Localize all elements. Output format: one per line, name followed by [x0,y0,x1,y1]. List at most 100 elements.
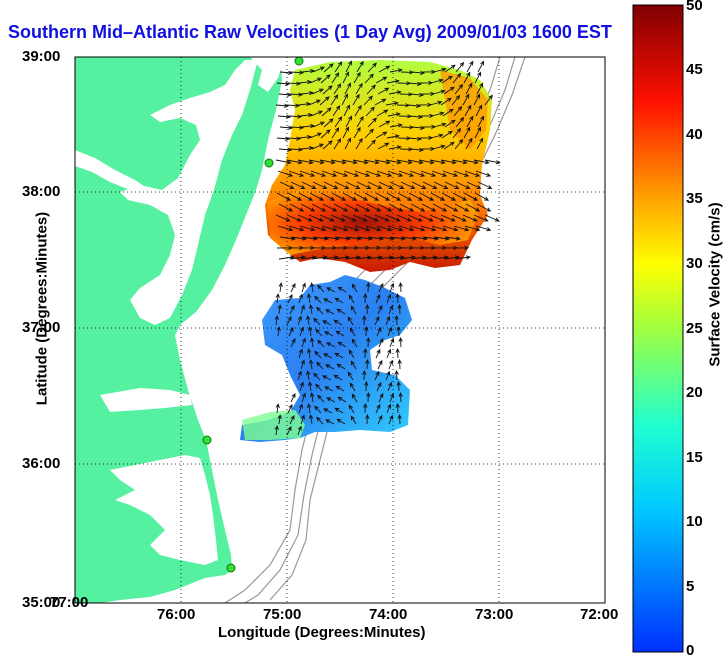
velocity-arrow [455,181,471,189]
velocity-arrow [323,118,334,128]
velocity-arrow [420,225,437,232]
velocity-arrow [366,336,371,348]
velocity-arrow [444,181,460,189]
velocity-arrow [301,181,317,189]
velocity-arrow [454,138,464,150]
velocity-arrow [474,192,490,201]
velocity-arrow [420,170,437,177]
velocity-arrow [433,181,449,189]
x-tick-1: 77:00 [50,594,89,611]
velocity-arrow [409,114,423,120]
velocity-arrow [275,293,280,304]
velocity-arrow [366,281,371,293]
y-tick-2: 38:00 [22,183,61,200]
velocity-arrow [376,109,389,117]
velocity-arrow [335,385,345,392]
velocity-arrow [278,203,294,212]
velocity-arrow [473,93,481,106]
velocity-arrow [311,203,327,212]
velocity-arrow [276,192,292,201]
velocity-arrow [422,181,438,189]
velocity-arrow [454,255,471,260]
velocity-arrow [442,108,454,117]
velocity-arrow [464,104,472,117]
velocity-arrow [385,315,391,326]
velocity-arrow [474,126,482,139]
velocity-arrow [289,147,304,152]
velocity-arrow [301,123,315,129]
velocity-arrow [323,353,333,359]
velocity-arrow [334,297,344,304]
velocity-arrow [323,63,334,73]
velocity-arrow [276,326,281,337]
velocity-arrow [347,371,354,381]
velocity-arrow [363,402,368,414]
velocity-arrow [484,159,501,165]
velocity-arrow [309,359,314,370]
cb-tick-35: 35 [686,190,703,207]
radar-sites [202,57,304,573]
velocity-arrow [466,115,474,128]
velocity-arrow [286,159,303,165]
x-tick-4: 74:00 [369,606,408,623]
x-axis-label: Longitude (Degrees:Minutes) [218,624,426,641]
velocity-arrow [443,141,455,150]
velocity-arrow [323,181,339,189]
velocity-arrow [397,413,402,425]
velocity-arrow [334,61,343,73]
velocity-arrow [345,181,361,189]
velocity-arrow [375,403,381,414]
velocity-arrow [356,181,372,189]
velocity-arrow [374,315,380,326]
cb-tick-0: 0 [686,642,695,659]
velocity-arrow [274,315,279,326]
velocity-arrow [455,61,465,73]
velocity-arrow [419,192,435,201]
velocity-arrow [389,337,395,348]
velocity-arrow [290,392,296,403]
velocity-arrow [347,316,354,326]
velocity-arrow [307,403,312,414]
velocity-arrow [363,95,373,106]
velocity-arrow [433,67,447,73]
velocity-arrow [344,137,351,150]
velocity-arrow [386,293,392,304]
velocity-arrow [332,105,341,117]
velocity-arrow [387,381,393,392]
velocity-arrow [362,369,367,381]
velocity-arrow [313,317,321,326]
velocity-arrow [418,159,435,165]
velocity-arrow [442,225,459,232]
velocity-arrow [322,140,333,150]
velocity-arrow [330,94,339,106]
velocity-arrow [374,214,390,222]
velocity-arrow [330,214,346,222]
velocity-arrow [343,225,360,232]
velocity-arrow [365,106,375,117]
velocity-arrow [395,292,400,304]
velocity-arrow [277,304,282,315]
velocity-arrow [375,293,381,304]
velocity-arrow [441,75,453,84]
velocity-arrow [331,127,340,139]
velocity-arrow [320,129,331,139]
x-tick-3: 75:00 [263,606,302,623]
velocity-arrow [440,214,456,222]
cb-tick-15: 15 [686,449,703,466]
velocity-arrow [362,314,367,326]
velocity-arrow [297,101,311,107]
velocity-arrow [335,330,345,337]
velocity-arrow [299,381,304,392]
velocity-arrow [308,381,313,392]
velocity-arrow [374,370,380,381]
velocity-arrow [377,359,383,370]
velocity-arrow [349,382,356,392]
albemarle-sound [100,388,192,412]
velocity-arrow [441,130,453,139]
velocity-arrow [322,85,333,95]
velocity-arrow [343,170,360,177]
velocity-arrow [317,339,325,348]
velocity-arrow [334,407,344,414]
velocity-arrow [430,133,444,139]
velocity-arrow [452,127,462,139]
